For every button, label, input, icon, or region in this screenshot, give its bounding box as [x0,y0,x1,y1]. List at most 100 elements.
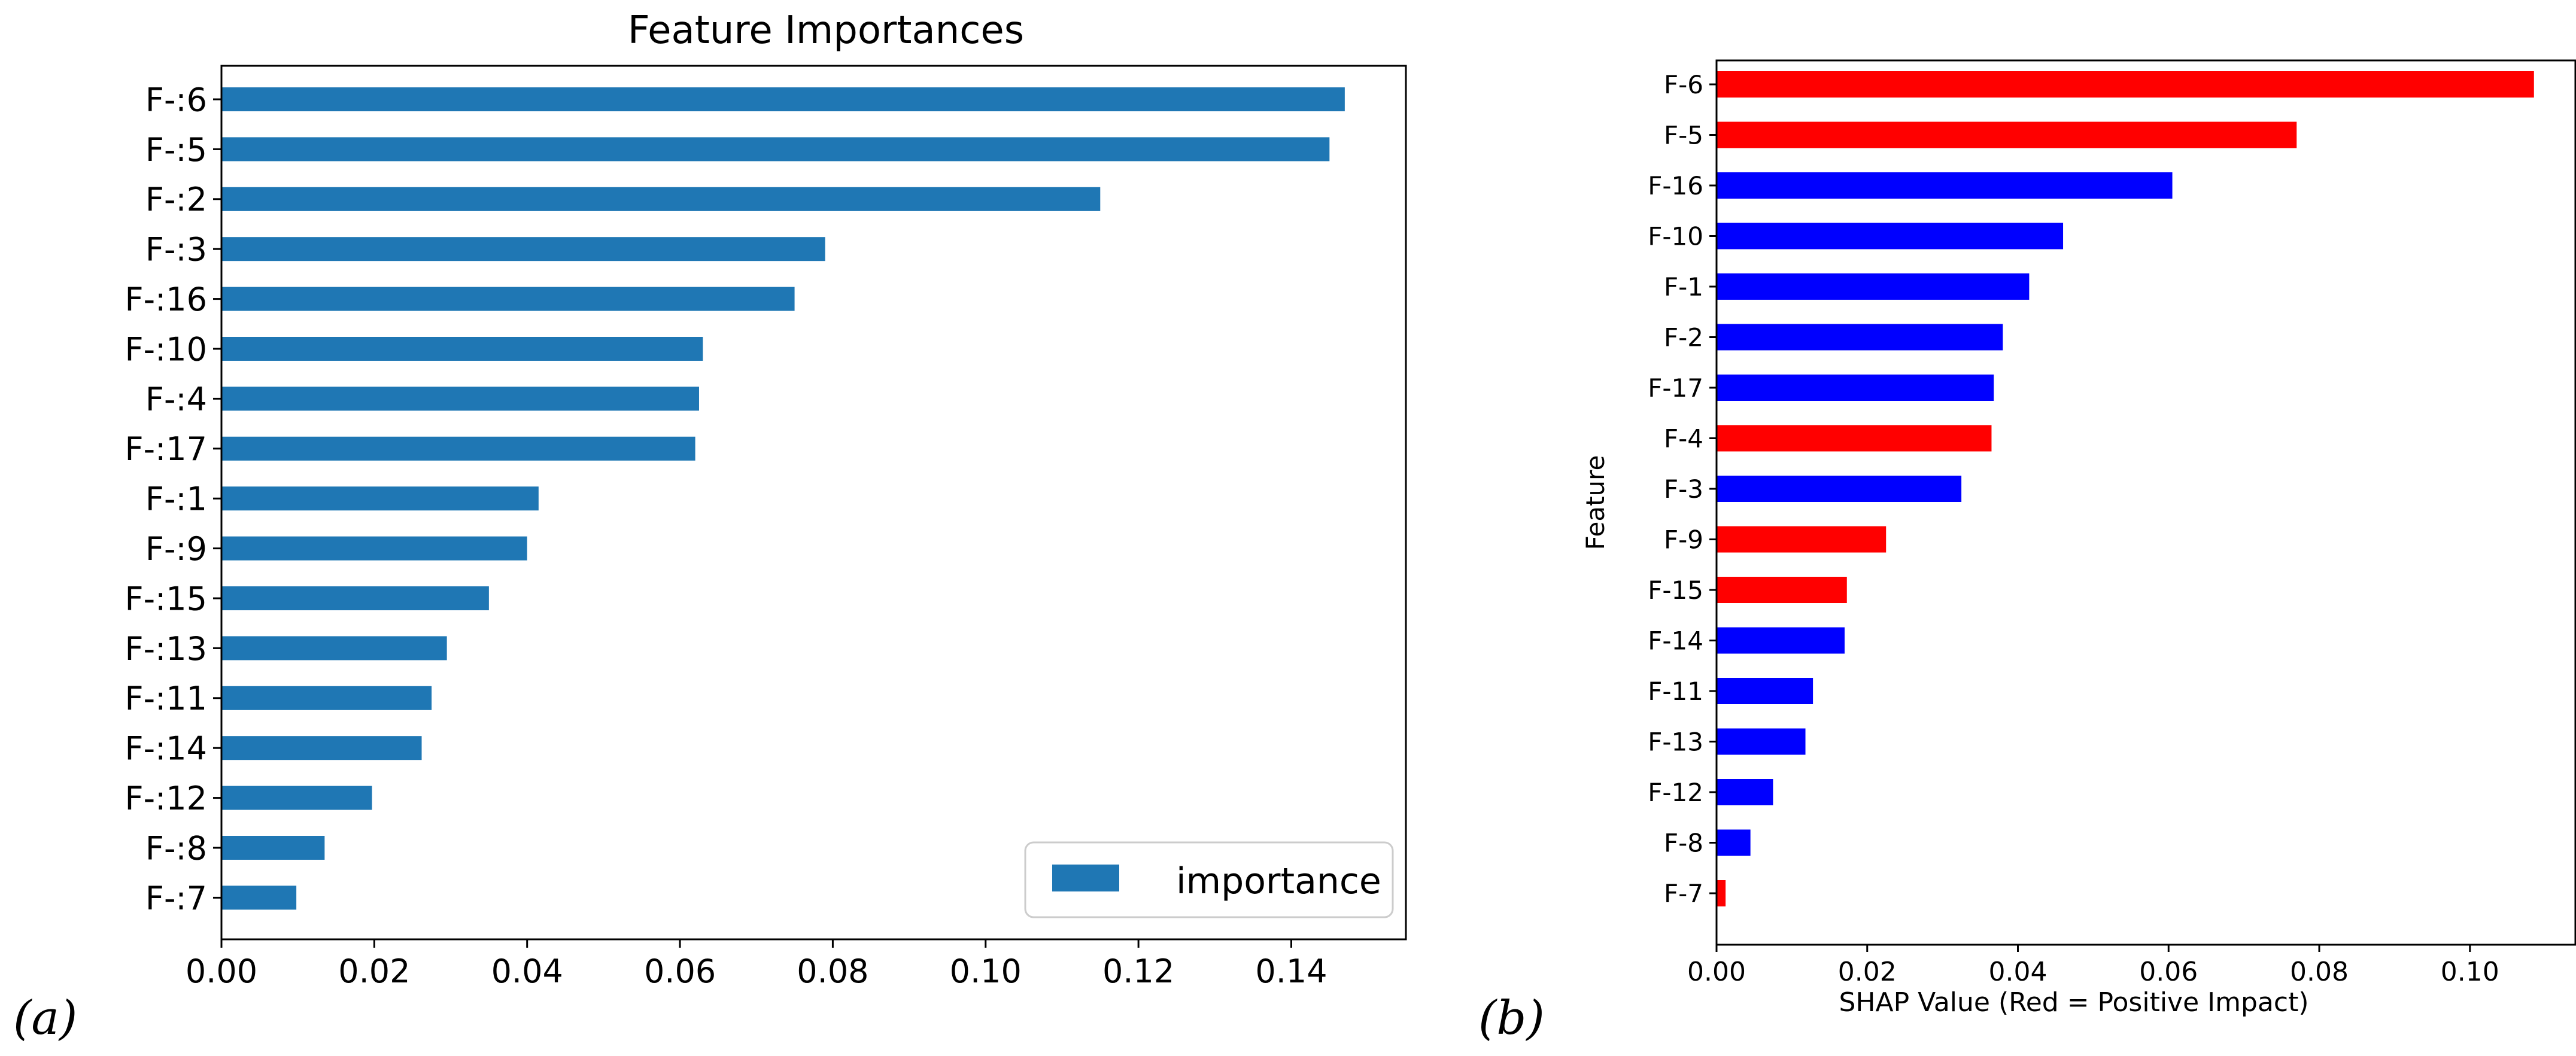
y-tick-label: F-4 [1664,424,1703,454]
x-tick-label: 0.08 [2290,957,2349,987]
chart-a-bars [221,87,1345,910]
y-tick-label: F-:1 [145,480,207,518]
bar [221,786,372,810]
y-tick-label: F-:5 [145,131,207,169]
bar [221,836,325,860]
y-tick-label: F-9 [1664,525,1703,555]
bar [221,436,695,461]
chart-a: Feature Importances F-:6 F-:5 F-:2 F-:3 F-:1… [13,8,1407,1045]
x-tick-label: 0.04 [1989,957,2048,987]
bar [1717,273,2030,300]
chart-a-plot-frame [220,65,1407,941]
chart-a-legend: importance [1024,841,1394,918]
x-tick-label: 0.14 [1255,952,1327,990]
bar [1717,829,1751,856]
chart-b: F-6 F-5 F-16 F-10 F-1 F-2 F-17 F-4 F-3 F-9 F-15 F-1… [1478,59,2576,1045]
y-tick-label: F-:12 [125,780,207,817]
chart-a-y-ticks: F-:6 F-:5 F-:2 F-:3 F-:16 F-:10 F-:4 F-:17 F-:1 F… [125,81,221,917]
y-tick-label: F-:17 [125,430,207,468]
y-tick-label: F-:2 [145,181,207,218]
x-tick-label: 0.04 [491,952,563,990]
chart-b-y-ticks: F-6 F-5 F-16 F-10 F-1 F-2 F-17 F-4 F-3 F-9 F-15 F-1… [1648,70,1717,908]
bar [1717,779,1773,805]
bar [1717,627,1845,654]
bar [1717,223,2064,249]
bar [1717,678,1813,704]
bar [1717,476,1962,502]
x-tick-label: 0.00 [186,952,257,990]
y-tick-label: F-13 [1648,728,1703,757]
bar [1717,425,1992,452]
y-tick-label: F-2 [1664,323,1703,352]
y-tick-label: F-17 [1648,373,1703,403]
bar [221,885,297,910]
bar [221,636,447,661]
y-tick-label: F-3 [1664,474,1703,504]
chart-b-x-ticks: 0.00 0.02 0.04 0.06 0.08 0.10 [1687,945,2499,987]
chart-b-plot-frame [1715,59,2576,946]
x-tick-label: 0.06 [2139,957,2198,987]
bar [1717,121,2297,148]
y-tick-label: F-:16 [125,281,207,318]
y-tick-label: F-:10 [125,330,207,368]
bar [221,237,825,261]
bar [221,486,539,511]
y-tick-label: F-:3 [145,231,207,269]
y-tick-label: F-:7 [145,880,207,917]
bar [221,536,527,561]
bar [221,87,1345,111]
bar [1717,324,2003,351]
bar [1717,172,2173,199]
y-tick-label: F-:8 [145,829,207,867]
y-tick-label: F-14 [1648,626,1703,656]
legend-box [1024,841,1394,918]
y-tick-label: F-1 [1664,272,1703,302]
y-tick-label: F-12 [1648,778,1703,807]
bar [221,686,432,710]
x-tick-label: 0.02 [1838,957,1897,987]
legend-label: importance [1176,860,1381,902]
panel-label-a: (a) [13,991,77,1045]
x-tick-label: 0.06 [644,952,716,990]
chart-b-x-axis-label: SHAP Value (Red = Positive Impact) [1839,987,2309,1018]
x-tick-label: 0.00 [1687,957,1746,987]
bar [1717,880,1726,906]
y-tick-label: F-:13 [125,630,207,668]
y-tick-label: F-15 [1648,576,1703,605]
bar [1717,577,1847,603]
y-tick-label: F-:9 [145,530,207,568]
bar [221,287,795,311]
y-tick-label: F-:11 [125,680,207,717]
bar [1717,71,2534,98]
bar [1717,375,1994,401]
y-tick-label: F-:4 [145,381,207,418]
x-tick-label: 0.08 [797,952,868,990]
chart-b-y-axis-label: Feature [1581,455,1610,550]
bar [221,387,699,411]
y-tick-label: F-:6 [145,81,207,118]
x-tick-label: 0.12 [1102,952,1174,990]
chart-b-bars [1717,71,2534,906]
chart-a-title: Feature Importances [628,8,1024,53]
y-tick-label: F-:14 [125,730,207,768]
bar [221,137,1330,162]
y-tick-label: F-6 [1664,70,1703,99]
x-tick-label: 0.02 [338,952,410,990]
bar [1717,526,1887,553]
bar [221,736,422,760]
bar [1717,728,1806,755]
bar [221,337,703,361]
x-tick-label: 0.10 [2441,957,2499,987]
y-tick-label: F-16 [1648,171,1703,200]
legend-swatch [1052,865,1119,891]
bar [221,586,489,610]
panel-label-b: (b) [1478,991,1545,1045]
y-tick-label: F-5 [1664,121,1703,150]
x-tick-label: 0.10 [950,952,1022,990]
y-tick-label: F-:15 [125,580,207,617]
chart-a-x-ticks: 0.00 0.02 0.04 0.06 0.08 0.10 0.12 0.14 [186,939,1328,990]
y-tick-label: F-10 [1648,222,1703,251]
bar [221,187,1101,211]
y-tick-label: F-7 [1664,879,1703,908]
